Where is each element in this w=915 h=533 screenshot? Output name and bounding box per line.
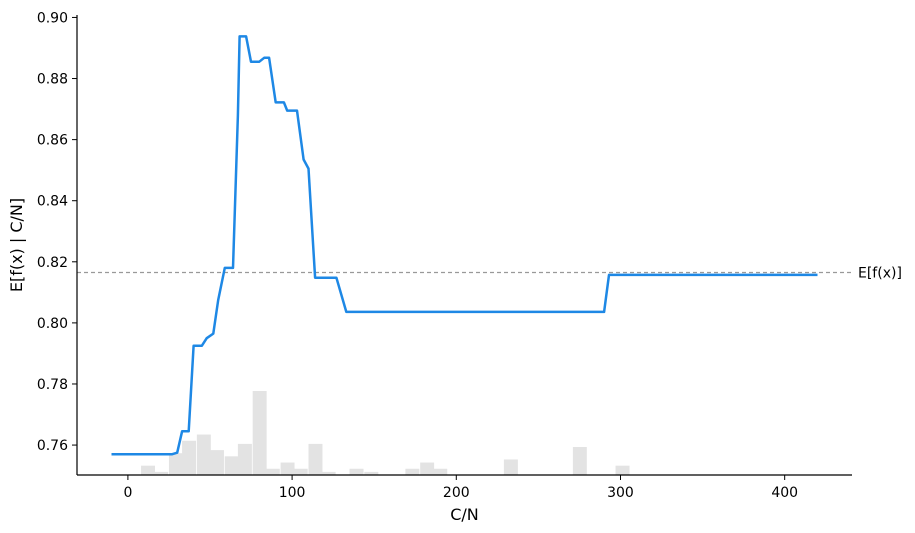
y-tick-label: 0.80: [37, 316, 68, 332]
histogram-bar: [265, 468, 280, 475]
x-tick-label: 400: [771, 485, 798, 501]
histogram-bar: [349, 468, 364, 475]
histogram-bar: [308, 443, 323, 475]
histogram-bar: [141, 465, 155, 475]
y-tick-label: 0.76: [37, 438, 68, 454]
y-axis-title: E[f(x) | C/N]: [7, 198, 26, 292]
histogram-bar: [154, 471, 169, 475]
histogram-bar: [405, 468, 420, 475]
expected-value-label: E[f(x)]: [858, 265, 902, 281]
y-tick-label: 0.78: [37, 377, 68, 393]
x-axis-title: C/N: [450, 505, 479, 524]
y-tick-label: 0.88: [37, 72, 68, 88]
histogram-bar: [433, 468, 448, 475]
histogram-bar: [293, 468, 308, 475]
histogram-bar: [196, 434, 211, 475]
histogram-bar: [572, 447, 587, 475]
histogram-bar: [364, 471, 379, 475]
histogram-bar: [252, 391, 267, 475]
histogram-bar: [420, 462, 435, 475]
x-tick-label: 100: [279, 485, 306, 501]
x-tick-label: 200: [443, 485, 470, 501]
y-ticks: 0.76 0.78 0.80 0.82 0.84 0.86 0.88 0.90: [37, 10, 77, 454]
histogram-bar: [321, 471, 336, 475]
x-tick-label: 300: [607, 485, 634, 501]
histogram-bar: [280, 462, 295, 475]
y-tick-label: 0.84: [37, 194, 68, 210]
histogram-bars: [141, 391, 630, 475]
y-tick-label: 0.82: [37, 255, 68, 271]
x-ticks: 0 100 200 300 400: [123, 475, 798, 501]
histogram-bar: [237, 443, 252, 475]
histogram-bar: [182, 440, 197, 475]
histogram-bar: [168, 453, 183, 475]
x-tick-label: 0: [123, 485, 132, 501]
y-tick-label: 0.90: [37, 10, 68, 26]
histogram-bar: [503, 459, 518, 475]
y-tick-label: 0.86: [37, 133, 68, 149]
dependence-line: [111, 35, 818, 456]
histogram-bar: [209, 450, 224, 475]
histogram-bar: [224, 456, 239, 475]
histogram-bar: [615, 465, 630, 475]
